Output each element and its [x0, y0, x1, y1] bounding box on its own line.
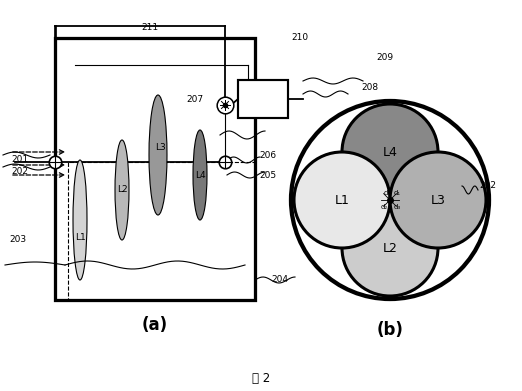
- Text: L3: L3: [431, 194, 445, 206]
- Text: d₂: d₂: [381, 204, 388, 210]
- Ellipse shape: [115, 140, 129, 240]
- Ellipse shape: [193, 130, 207, 220]
- Ellipse shape: [73, 160, 87, 280]
- Ellipse shape: [149, 95, 167, 215]
- Text: 211: 211: [141, 23, 159, 32]
- Text: 208: 208: [361, 84, 378, 93]
- Text: 202: 202: [480, 181, 496, 190]
- Circle shape: [294, 152, 390, 248]
- Text: 207: 207: [186, 95, 204, 104]
- Text: 209: 209: [376, 54, 394, 63]
- Text: (a): (a): [142, 316, 168, 334]
- Text: L1: L1: [335, 194, 349, 206]
- Text: 210: 210: [291, 34, 309, 43]
- Circle shape: [390, 152, 486, 248]
- Text: 图 2: 图 2: [252, 371, 270, 384]
- Text: 201: 201: [11, 156, 29, 165]
- Text: L1: L1: [76, 233, 86, 242]
- Text: 202: 202: [11, 167, 29, 176]
- Circle shape: [342, 104, 438, 200]
- Text: 205: 205: [259, 170, 277, 179]
- Text: L3: L3: [155, 142, 165, 151]
- Bar: [68, 162, 255, 300]
- Text: L4: L4: [195, 170, 205, 179]
- Bar: [238, 80, 288, 118]
- Text: d: d: [384, 190, 388, 196]
- Text: L2: L2: [117, 185, 127, 194]
- Text: d₁: d₁: [394, 190, 401, 196]
- Text: 203: 203: [9, 235, 27, 244]
- Bar: [55, 38, 255, 300]
- Text: 204: 204: [271, 276, 289, 285]
- Text: L4: L4: [383, 145, 397, 158]
- Circle shape: [342, 200, 438, 296]
- Text: 206: 206: [259, 151, 277, 160]
- Text: L2: L2: [383, 242, 397, 255]
- Text: (b): (b): [376, 321, 404, 339]
- Circle shape: [291, 101, 489, 299]
- Text: d₃: d₃: [394, 204, 401, 210]
